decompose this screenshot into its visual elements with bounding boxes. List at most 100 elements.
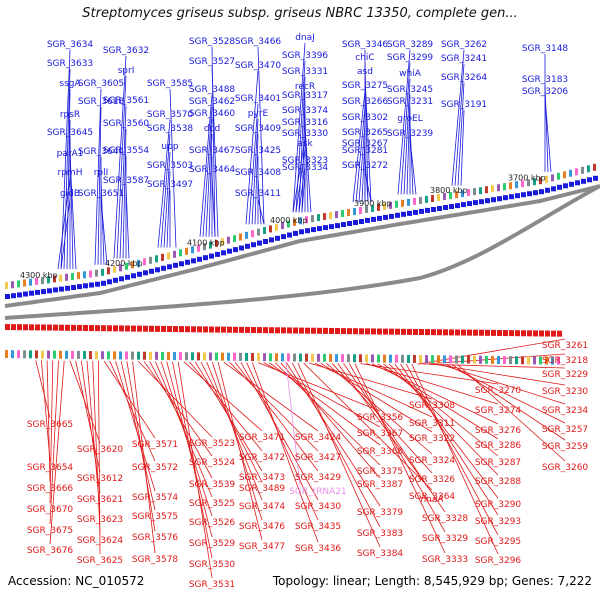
reverse-gene-block bbox=[101, 325, 106, 332]
gene-label-forward: SGR_3299 bbox=[387, 53, 434, 63]
leader-line-forward bbox=[122, 128, 127, 259]
reverse-gene-block bbox=[137, 325, 142, 332]
cog-color-block bbox=[41, 350, 44, 359]
gene-label-reverse: SGR_3471 bbox=[239, 433, 285, 443]
cog-color-block bbox=[197, 244, 200, 252]
gene-label-forward: recR bbox=[295, 82, 315, 92]
gene-label-forward: SGR_3231 bbox=[387, 97, 433, 107]
forward-gene-block bbox=[365, 217, 370, 223]
gene-label-reverse: SGR_3523 bbox=[189, 439, 235, 449]
gene-label-reverse: SGR_3424 bbox=[295, 433, 342, 443]
leader-line-reverse bbox=[75, 360, 101, 473]
cog-color-block bbox=[491, 355, 494, 364]
reverse-gene-block bbox=[473, 329, 478, 336]
forward-gene-block bbox=[119, 276, 124, 282]
forward-gene-block bbox=[401, 211, 406, 217]
cog-color-block bbox=[473, 355, 476, 364]
leader-line-reverse bbox=[234, 362, 319, 472]
cog-color-block bbox=[131, 261, 134, 269]
reverse-gene-block bbox=[125, 325, 130, 332]
forward-gene-block bbox=[311, 227, 316, 233]
cog-color-block bbox=[191, 352, 194, 361]
gene-label-reverse: SGR_3477 bbox=[239, 542, 285, 552]
cog-color-block bbox=[137, 259, 140, 267]
gene-label-forward: dcd bbox=[204, 124, 220, 134]
cog-color-block bbox=[317, 353, 320, 362]
cog-color-block bbox=[293, 218, 296, 226]
cog-color-block bbox=[311, 215, 314, 223]
cog-color-block bbox=[401, 354, 404, 363]
cog-color-block bbox=[257, 228, 260, 236]
cog-color-block bbox=[329, 353, 332, 362]
leader-line-forward bbox=[211, 174, 216, 237]
cog-color-block bbox=[275, 223, 278, 231]
forward-gene-block bbox=[377, 215, 382, 221]
leader-line-reverse bbox=[405, 363, 499, 536]
cog-color-block bbox=[413, 354, 416, 363]
leader-line-forward bbox=[60, 198, 71, 270]
cog-color-block bbox=[47, 276, 50, 284]
forward-gene-block bbox=[5, 294, 10, 299]
gene-label-reverse: SGR_3288 bbox=[475, 477, 522, 487]
kbp-label: 3800 kbp bbox=[430, 186, 468, 195]
reverse-gene-block bbox=[203, 326, 208, 333]
cog-color-block bbox=[473, 188, 476, 196]
forward-gene-block bbox=[359, 219, 364, 224]
reverse-gene-block bbox=[143, 325, 148, 332]
forward-gene-block bbox=[221, 250, 226, 256]
cog-color-block bbox=[131, 351, 134, 360]
cog-color-block bbox=[5, 282, 8, 289]
kbp-label: 3700 kbp bbox=[508, 173, 546, 182]
gene-label-reverse: SGR_3387 bbox=[357, 480, 403, 490]
gene-label-forward: SGR_3334 bbox=[282, 163, 329, 173]
cog-color-block bbox=[167, 352, 170, 361]
forward-gene-block bbox=[467, 201, 472, 207]
gene-label-forward: ask bbox=[297, 139, 313, 149]
forward-gene-block bbox=[317, 226, 322, 232]
reverse-gene-block bbox=[413, 328, 418, 335]
gene-label-reverse: SGR_3324 bbox=[409, 456, 456, 466]
gene-label-forward: SGR_3302 bbox=[342, 113, 388, 123]
leader-line-forward bbox=[119, 105, 127, 259]
reverse-gene-block bbox=[305, 327, 310, 334]
leader-line-forward bbox=[160, 133, 171, 248]
gene-label-reverse: SGR_3621 bbox=[77, 495, 123, 505]
cog-color-block bbox=[155, 255, 158, 263]
gene-label-reverse: SGR_3524 bbox=[189, 458, 236, 468]
cog-color-block bbox=[143, 258, 146, 266]
reverse-gene-block bbox=[419, 329, 424, 336]
gene-label-reverse: SGR_3612 bbox=[77, 474, 123, 484]
gene-label-reverse: SGR_3293 bbox=[475, 517, 521, 527]
kbp-label: 4100 kbp bbox=[187, 238, 225, 247]
cog-color-block bbox=[17, 350, 20, 359]
leader-line-reverse bbox=[49, 360, 65, 545]
leader-line-reverse bbox=[143, 361, 213, 457]
forward-gene-block bbox=[59, 286, 64, 292]
cog-color-block bbox=[371, 204, 374, 212]
gene-label-reverse: SGR_3287 bbox=[475, 458, 521, 468]
cog-color-block bbox=[533, 356, 536, 365]
forward-gene-block bbox=[437, 206, 442, 211]
cog-color-block bbox=[119, 264, 122, 272]
reverse-gene-block bbox=[533, 330, 538, 337]
leader-line-reverse bbox=[138, 361, 213, 438]
gene-label-forward: SGR_3408 bbox=[235, 168, 282, 178]
forward-gene-block bbox=[161, 265, 166, 271]
reverse-gene-block bbox=[329, 327, 334, 334]
cog-color-block bbox=[23, 350, 26, 359]
gene-label-forward: SGR_3462 bbox=[189, 97, 235, 107]
gene-label-forward: SGR_3425 bbox=[235, 146, 281, 156]
cog-color-block bbox=[41, 277, 44, 285]
reverse-gene-block bbox=[215, 326, 220, 333]
reverse-gene-block bbox=[23, 324, 28, 331]
leader-line-forward bbox=[100, 198, 108, 265]
cog-color-block bbox=[11, 350, 14, 359]
cog-color-block bbox=[155, 351, 158, 360]
reverse-gene-block bbox=[5, 324, 10, 331]
reverse-gene-block bbox=[191, 326, 196, 333]
cog-color-block bbox=[137, 351, 140, 360]
gene-label-forward: SGR_3554 bbox=[103, 146, 150, 156]
leader-line-forward bbox=[298, 76, 306, 213]
reverse-gene-block bbox=[107, 325, 112, 332]
forward-gene-block bbox=[455, 203, 460, 209]
